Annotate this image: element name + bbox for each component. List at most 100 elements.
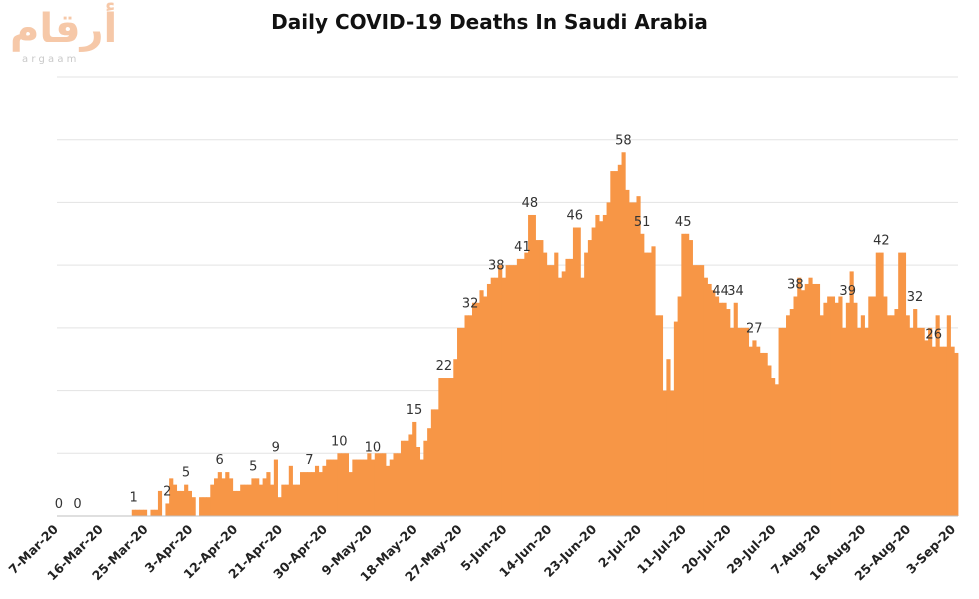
bar [187, 490, 192, 516]
bar [408, 434, 413, 516]
bar [135, 509, 140, 516]
bar [412, 421, 417, 516]
bar [557, 277, 563, 516]
bar [419, 459, 424, 516]
data-label: 48 [522, 196, 539, 211]
bar [210, 484, 215, 516]
bar [879, 252, 884, 516]
bar [363, 459, 368, 516]
bar [131, 509, 136, 516]
bar [707, 283, 712, 516]
bar [883, 296, 888, 516]
bar [539, 240, 544, 516]
bar [610, 171, 615, 516]
bar [169, 478, 174, 516]
bar [214, 478, 219, 516]
bar [901, 252, 907, 516]
bar [614, 171, 619, 516]
bar [827, 296, 832, 516]
bar [296, 484, 301, 516]
bar [576, 227, 581, 516]
bar [786, 315, 791, 516]
data-label: 32 [907, 290, 924, 305]
bar [621, 152, 626, 516]
bar [378, 453, 383, 516]
bar [221, 478, 226, 516]
bar [404, 440, 409, 516]
data-label: 10 [331, 434, 348, 449]
bar [561, 271, 566, 516]
bar [718, 302, 723, 516]
bar [232, 490, 237, 516]
bar [587, 240, 593, 516]
bar [494, 277, 499, 516]
data-label: 42 [873, 234, 890, 249]
bar [823, 302, 828, 516]
bar [666, 359, 671, 516]
bar [303, 472, 308, 516]
bar [711, 290, 716, 516]
bar [367, 453, 372, 516]
bar [599, 221, 604, 517]
bar [266, 472, 271, 516]
bar [651, 246, 656, 516]
x-tick-label: 3-Sep-20 [903, 521, 958, 576]
bar [617, 164, 622, 517]
bar [176, 490, 181, 516]
bar [868, 296, 873, 516]
bar [531, 214, 536, 516]
x-axis-tick-labels: 7-Mar-2016-Mar-2025-Mar-203-Apr-2012-Apr… [5, 521, 958, 584]
bar [479, 290, 484, 516]
bar [916, 327, 922, 516]
bar [202, 497, 207, 516]
bar [662, 390, 667, 516]
bar [281, 484, 286, 516]
bar [445, 378, 450, 516]
bar [333, 459, 338, 516]
bar [714, 296, 720, 516]
bar [681, 233, 686, 517]
bar [449, 378, 454, 516]
bar [486, 283, 492, 516]
bar [423, 440, 428, 516]
data-label: 45 [675, 215, 692, 230]
bar [920, 327, 925, 516]
data-label: 41 [514, 240, 531, 255]
bar [924, 340, 929, 516]
bar [640, 233, 645, 517]
bar [950, 346, 955, 516]
bar [191, 497, 196, 516]
bar [696, 265, 701, 516]
bar [509, 265, 514, 516]
bar [677, 296, 682, 516]
bar [288, 465, 293, 516]
bar [543, 252, 548, 516]
bar [415, 447, 421, 516]
bar [139, 509, 144, 516]
bar [685, 233, 690, 517]
data-label: 58 [615, 133, 632, 148]
bar [483, 296, 488, 516]
bar [569, 258, 574, 516]
bar [625, 189, 630, 516]
data-label: 46 [567, 209, 584, 224]
argaam-logo: أرقام argaam [6, 4, 119, 70]
data-label: 34 [727, 284, 744, 299]
bar [352, 459, 357, 516]
bar [931, 346, 936, 516]
data-label: 39 [839, 284, 856, 299]
bar [726, 309, 731, 516]
bar [535, 240, 540, 516]
bar [692, 265, 697, 516]
bar [356, 459, 361, 516]
bar [453, 359, 458, 516]
bar [524, 252, 529, 516]
bar [341, 453, 346, 516]
bar [247, 484, 252, 516]
bar [262, 478, 267, 516]
bar [778, 327, 783, 516]
bar [206, 497, 211, 516]
bar [804, 283, 809, 516]
data-label: 2 [163, 484, 171, 499]
bar [767, 365, 772, 516]
